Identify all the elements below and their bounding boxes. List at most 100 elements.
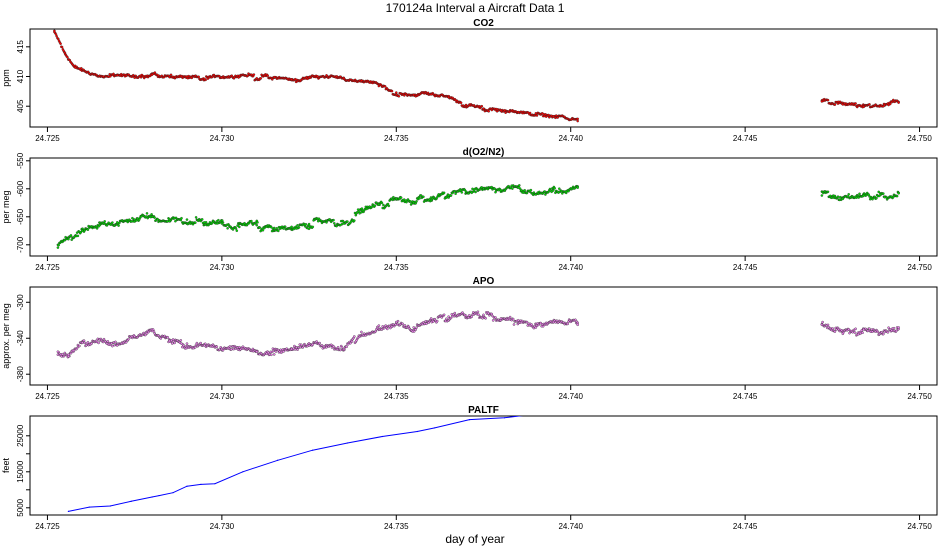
data-point [316,75,319,78]
data-point [892,326,896,330]
data-point [274,350,278,353]
data-point [897,326,900,329]
data-point [272,353,276,356]
data-point [315,340,318,343]
data-point [272,75,276,79]
data-point [482,313,485,317]
data-point [449,194,453,197]
data-point [172,492,174,494]
data-point [179,339,183,342]
data-point [897,192,900,195]
data-point [238,225,241,229]
data-point [220,76,224,79]
y-axis-label: per meg [1,190,11,223]
plot-frame [29,157,938,257]
data-point [480,104,484,108]
data-point [346,442,349,444]
data-point [395,320,398,324]
data-point [169,73,173,77]
data-point [98,338,102,342]
data-point [252,73,256,76]
data-point [434,427,436,429]
data-point [75,346,79,350]
data-point [523,189,526,192]
data-point [487,110,490,113]
data-point [111,221,114,224]
data-point [307,344,311,347]
data-point [861,331,864,334]
data-point [255,77,259,80]
data-point [826,323,830,327]
data-point [535,114,539,117]
data-point [566,322,569,326]
data-point [403,324,407,327]
data-point [307,222,311,226]
data-point [883,195,886,199]
x-tick-label: 24.735 [384,263,409,272]
data-point [399,196,403,199]
data-point [857,196,860,199]
data-point [342,347,346,351]
data-point [168,220,171,223]
data-point [203,221,206,224]
data-point [883,103,886,107]
data-point [98,223,102,227]
data-point [377,84,381,88]
data-point [251,347,255,351]
data-point [185,75,189,78]
data-point [464,103,468,107]
data-point [272,226,276,230]
data-point [534,112,538,115]
data-point [325,221,328,224]
y-tick-label: -700 [16,236,25,253]
x-tick-label: 24.730 [210,522,235,531]
data-point [382,203,385,207]
data-point [81,341,84,345]
data-point [482,107,485,110]
y-axis-label: ppm [1,69,11,87]
panel-3: APO approx. per meg 24.725 24.730 24.735 24.7… [1,276,938,401]
data-point [325,74,328,77]
data-point [53,30,56,34]
data-point [296,224,299,227]
data-point [194,346,197,349]
panel-4: PALTF feet 24.725 24.730 24.735 24.740 24.745 2… [1,405,938,531]
data-point [576,186,579,189]
data-point [381,435,383,438]
data-point [491,319,495,322]
data-point [114,340,117,344]
data-point [584,412,585,413]
data-point [261,229,265,232]
data-point [877,190,880,194]
data-point [86,228,90,231]
data-point [377,203,381,206]
data-point [203,77,206,81]
data-point [820,194,824,197]
data-point [895,329,898,333]
data-point [63,51,67,55]
data-point [464,314,468,318]
data-point [182,344,186,347]
data-point [145,212,149,215]
data-point [429,317,433,320]
data-point [230,348,233,351]
data-point [67,237,70,241]
x-tick-label: 24.745 [733,522,758,531]
data-point [558,187,561,190]
x-tick-label: 24.750 [907,263,932,272]
data-point [339,348,342,352]
data-point [81,229,84,233]
data-point [197,75,200,79]
data-point [290,347,293,351]
data-point [232,347,235,351]
data-point [346,220,349,223]
x-tick-label: 24.740 [558,522,583,531]
data-point [432,320,435,323]
data-point [878,194,881,198]
data-point [194,216,198,219]
data-point [200,483,202,485]
data-point [133,76,136,79]
data-point [117,224,120,227]
data-point [882,332,885,336]
